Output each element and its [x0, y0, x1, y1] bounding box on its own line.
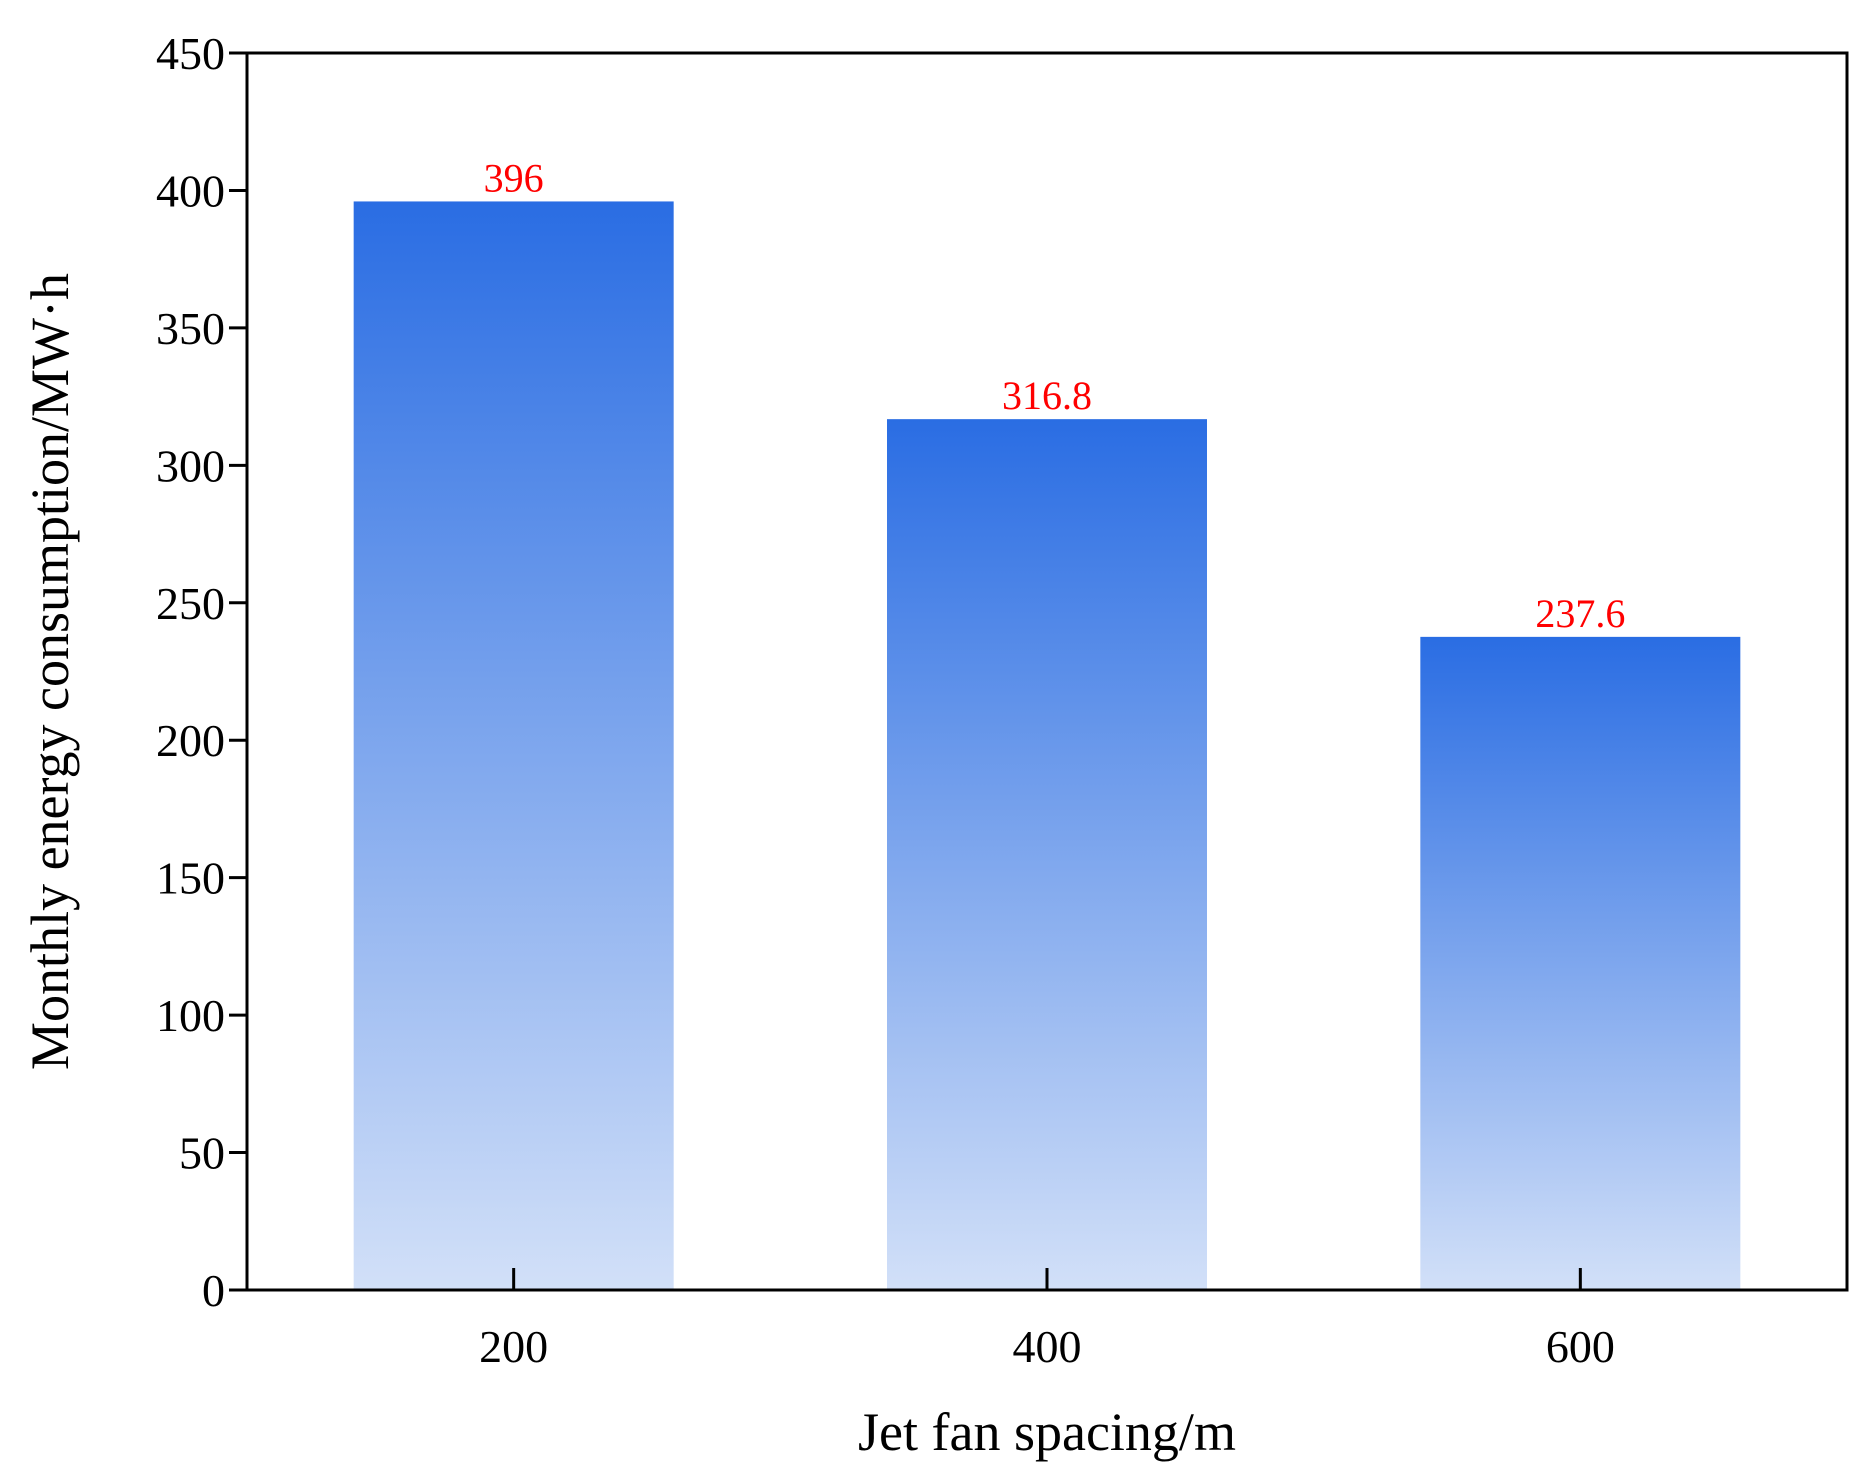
y-tick-label-250: 250 [156, 578, 225, 629]
bars-group [353, 201, 1741, 1291]
x-axis-title: Jet fan spacing/m [858, 1402, 1236, 1462]
y-tick-label-400: 400 [156, 165, 225, 216]
data-label-400: 316.8 [1002, 373, 1092, 418]
x-tick-label-200: 200 [479, 1321, 548, 1372]
y-tick-label-50: 50 [179, 1128, 225, 1179]
y-tick-label-300: 300 [156, 440, 225, 491]
bar-400 [887, 419, 1207, 1291]
y-axis-title: Monthly energy consumption/MW·h [20, 273, 80, 1070]
bar-200 [353, 201, 674, 1291]
x-axis: 200 400 600 [479, 1268, 1615, 1372]
y-tick-label-150: 150 [156, 853, 225, 904]
y-tick-label-100: 100 [156, 990, 225, 1041]
y-tick-label-0: 0 [202, 1265, 225, 1316]
x-tick-label-400: 400 [1013, 1321, 1082, 1372]
data-label-200: 396 [484, 155, 544, 200]
y-tick-label-450: 450 [156, 28, 225, 79]
y-axis: 0 50 100 150 200 250 300 350 400 450 [156, 28, 247, 1316]
y-tick-label-350: 350 [156, 303, 225, 354]
y-tick-label-200: 200 [156, 715, 225, 766]
data-labels-group: 396 316.8 237.6 [484, 155, 1626, 635]
x-tick-label-600: 600 [1546, 1321, 1615, 1372]
data-label-600: 237.6 [1535, 591, 1625, 636]
bar-600 [1420, 636, 1741, 1290]
